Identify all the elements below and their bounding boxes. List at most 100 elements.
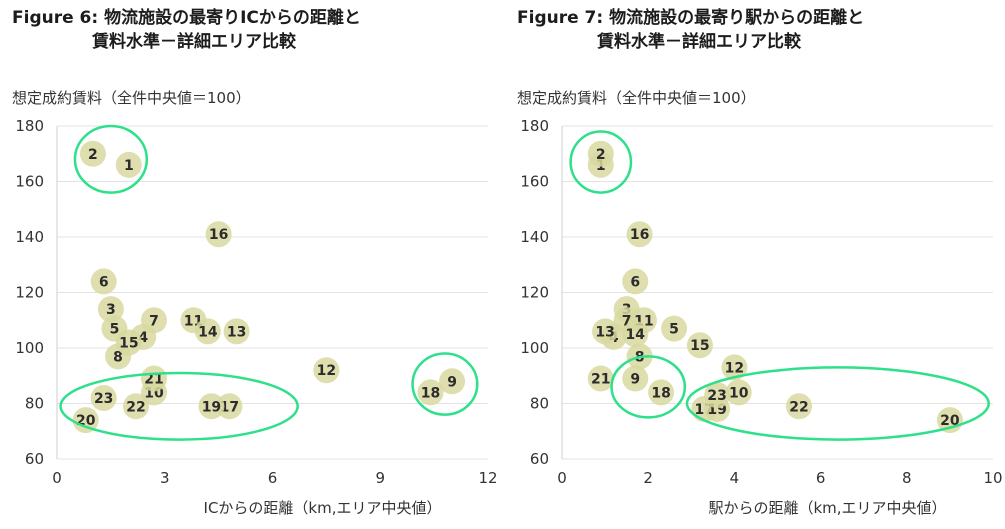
figure-6-panel: Figure 6: 物流施設の最寄りICからの距離と 賃料水準－詳細エリア比較 … xyxy=(0,0,500,529)
y-tick-label: 60 xyxy=(25,450,44,468)
data-point-label: 22 xyxy=(789,399,808,415)
data-point-label: 6 xyxy=(99,274,109,290)
data-point xyxy=(140,365,167,392)
y-tick-label: 80 xyxy=(530,395,549,413)
data-point-label: 1 xyxy=(124,158,134,174)
highlight-ellipse xyxy=(685,366,990,441)
y-tick-label: 180 xyxy=(15,117,44,135)
x-tick-label: 0 xyxy=(557,469,567,487)
data-point-label: 15 xyxy=(690,338,709,354)
data-point xyxy=(725,379,752,406)
y-tick-label: 160 xyxy=(520,173,549,191)
y-tick-label: 120 xyxy=(520,284,549,302)
data-point xyxy=(622,365,649,392)
data-point-label: 21 xyxy=(144,372,163,388)
x-tick-label: 0 xyxy=(52,469,62,487)
data-point-label: 9 xyxy=(447,374,457,390)
data-point-label: 14 xyxy=(626,327,646,343)
chart-title: Figure 6: 物流施設の最寄りICからの距離と 賃料水準－詳細エリア比較 xyxy=(12,6,361,54)
data-point xyxy=(205,221,232,248)
data-point xyxy=(704,382,731,409)
x-tick-label: 2 xyxy=(643,469,653,487)
data-point-label: 8 xyxy=(113,349,123,365)
data-point xyxy=(97,296,124,323)
data-point-label: 7 xyxy=(622,313,632,329)
data-point xyxy=(79,140,106,167)
y-tick-label: 140 xyxy=(520,228,549,246)
data-point xyxy=(622,321,649,348)
data-point xyxy=(115,329,142,356)
data-point xyxy=(626,221,653,248)
data-point-label: 21 xyxy=(591,372,610,388)
data-point xyxy=(223,318,250,345)
data-point xyxy=(622,268,649,295)
x-tick-label: 6 xyxy=(268,469,278,487)
y-axis-label: 想定成約賃料（全件中央値＝100） xyxy=(12,89,251,107)
x-tick-label: 3 xyxy=(160,469,170,487)
data-point-label: 16 xyxy=(209,227,228,243)
data-point xyxy=(417,379,444,406)
data-point xyxy=(313,357,340,384)
data-point-label: 4 xyxy=(138,330,148,346)
title-line-1: 物流施設の最寄り駅からの距離と xyxy=(609,8,865,28)
data-point xyxy=(686,332,713,359)
data-point xyxy=(90,268,117,295)
highlight-ellipse xyxy=(59,371,299,441)
figure-number: Figure 7: xyxy=(517,8,604,28)
y-tick-label: 100 xyxy=(520,339,549,357)
y-axis-label: 想定成約賃料（全件中央値＝100） xyxy=(517,89,756,107)
data-point-label: 9 xyxy=(630,372,640,388)
data-point-label: 17 xyxy=(220,399,239,415)
scatter-chart: 60 80 100 120 140 160 180 0 2 4 6 8 10 駅からの距離（km,エリア中… xyxy=(520,117,1002,517)
data-point xyxy=(198,393,225,420)
x-tick-label: 8 xyxy=(902,469,912,487)
chart-title: Figure 7: 物流施設の最寄り駅からの距離と 賃料水準－詳細エリア比較 xyxy=(517,6,864,54)
data-point xyxy=(115,151,142,178)
title-line-2: 賃料水準－詳細エリア比較 xyxy=(92,32,296,52)
data-point-label: 13 xyxy=(227,324,246,340)
title-line-1: 物流施設の最寄りICからの距離と xyxy=(104,8,361,28)
y-tick-label: 80 xyxy=(25,395,44,413)
highlight-ellipse xyxy=(569,130,633,194)
data-point-label: 19 xyxy=(202,399,221,415)
x-axis-label: 駅からの距離（km,エリア中央値） xyxy=(708,499,946,517)
data-point-label: 10 xyxy=(729,385,749,401)
data-point-label: 23 xyxy=(94,391,113,407)
data-point-label: 12 xyxy=(725,360,744,376)
data-point xyxy=(123,393,150,420)
data-point-label: 23 xyxy=(707,388,726,404)
data-point-label: 5 xyxy=(110,322,120,338)
x-axis-label: ICからの距離（km,エリア中央値） xyxy=(204,499,442,517)
y-tick-label: 60 xyxy=(530,450,549,468)
data-point xyxy=(587,140,614,167)
data-point-label: 22 xyxy=(126,399,145,415)
y-tick-label: 140 xyxy=(15,228,44,246)
data-point xyxy=(72,407,99,434)
data-point-label: 5 xyxy=(669,322,679,338)
data-point-label: 15 xyxy=(119,335,138,351)
data-point xyxy=(592,318,619,345)
x-tick-label: 12 xyxy=(478,469,497,487)
figure-7-panel: Figure 7: 物流施設の最寄り駅からの距離と 賃料水準－詳細エリア比較 想… xyxy=(505,0,1005,529)
data-point-label: 18 xyxy=(651,385,670,401)
data-point-label: 16 xyxy=(630,227,649,243)
data-point-label: 2 xyxy=(88,147,98,163)
data-point xyxy=(587,365,614,392)
y-tick-label: 180 xyxy=(520,117,549,135)
data-point-label: 7 xyxy=(149,313,159,329)
data-point-label: 12 xyxy=(317,363,336,379)
data-point xyxy=(786,393,813,420)
data-point xyxy=(194,318,221,345)
x-tick-label: 10 xyxy=(983,469,1002,487)
data-point xyxy=(140,307,167,334)
x-tick-label: 9 xyxy=(375,469,385,487)
data-point xyxy=(90,384,117,411)
data-point xyxy=(216,393,243,420)
data-point-label: 6 xyxy=(630,274,640,290)
y-tick-label: 120 xyxy=(15,284,44,302)
y-tick-label: 100 xyxy=(15,339,44,357)
data-point xyxy=(721,354,748,381)
title-line-2: 賃料水準－詳細エリア比較 xyxy=(597,32,801,52)
y-tick-label: 160 xyxy=(15,173,44,191)
